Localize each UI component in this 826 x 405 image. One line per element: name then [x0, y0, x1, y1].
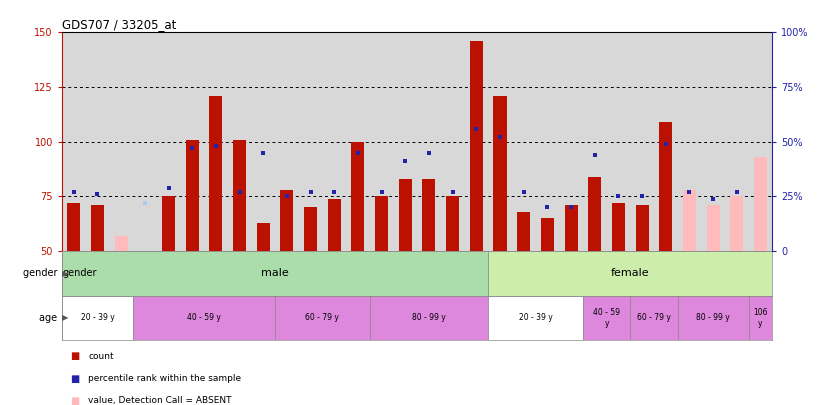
Text: ■: ■	[70, 352, 79, 361]
Text: 106
y: 106 y	[753, 308, 767, 328]
Bar	[275, 296, 370, 340]
Bar	[488, 251, 772, 296]
Bar	[630, 296, 677, 340]
Bar	[233, 140, 246, 251]
Text: 80 - 99 y: 80 - 99 y	[412, 313, 446, 322]
Bar	[328, 198, 341, 251]
Bar	[62, 296, 133, 340]
Text: male: male	[261, 269, 289, 278]
Bar	[91, 205, 104, 251]
Bar	[446, 196, 459, 251]
Bar	[115, 236, 128, 251]
Bar	[583, 296, 630, 340]
Bar	[370, 296, 488, 340]
Bar	[588, 177, 601, 251]
Bar	[304, 207, 317, 251]
Bar	[280, 190, 293, 251]
Bar	[162, 196, 175, 251]
Text: ■: ■	[70, 396, 79, 405]
Text: ▶: ▶	[62, 269, 69, 278]
Bar	[209, 96, 222, 251]
Bar	[186, 140, 199, 251]
Text: 40 - 59
y: 40 - 59 y	[593, 308, 620, 328]
Bar	[677, 296, 748, 340]
Bar	[748, 296, 772, 340]
Text: percentile rank within the sample: percentile rank within the sample	[88, 374, 241, 383]
Text: female: female	[611, 269, 649, 278]
Text: 20 - 39 y: 20 - 39 y	[519, 313, 553, 322]
Text: 60 - 79 y: 60 - 79 y	[306, 313, 339, 322]
Bar	[470, 41, 483, 251]
Bar	[257, 223, 270, 251]
Text: ■: ■	[70, 374, 79, 384]
Bar	[422, 179, 435, 251]
Bar	[730, 196, 743, 251]
Bar	[659, 122, 672, 251]
Bar	[754, 157, 767, 251]
Text: 40 - 59 y: 40 - 59 y	[187, 313, 221, 322]
Text: gender: gender	[22, 269, 60, 278]
Bar	[635, 205, 648, 251]
Bar	[399, 179, 412, 251]
Bar	[612, 203, 625, 251]
Bar	[62, 251, 488, 296]
Bar	[133, 296, 275, 340]
Text: value, Detection Call = ABSENT: value, Detection Call = ABSENT	[88, 396, 232, 405]
Bar	[683, 190, 696, 251]
Text: age: age	[39, 313, 60, 323]
Text: count: count	[88, 352, 114, 361]
Bar	[375, 196, 388, 251]
Text: 60 - 79 y: 60 - 79 y	[637, 313, 671, 322]
Bar	[493, 96, 506, 251]
Text: GDS707 / 33205_at: GDS707 / 33205_at	[62, 18, 176, 31]
Bar	[488, 296, 583, 340]
Text: 80 - 99 y: 80 - 99 y	[696, 313, 730, 322]
Bar	[351, 142, 364, 251]
Bar	[541, 218, 554, 251]
Bar	[564, 205, 577, 251]
Bar	[517, 212, 530, 251]
Text: 20 - 39 y: 20 - 39 y	[81, 313, 114, 322]
Bar	[706, 205, 719, 251]
Text: gender: gender	[62, 269, 97, 278]
Bar	[67, 203, 80, 251]
Text: ▶: ▶	[62, 313, 69, 322]
